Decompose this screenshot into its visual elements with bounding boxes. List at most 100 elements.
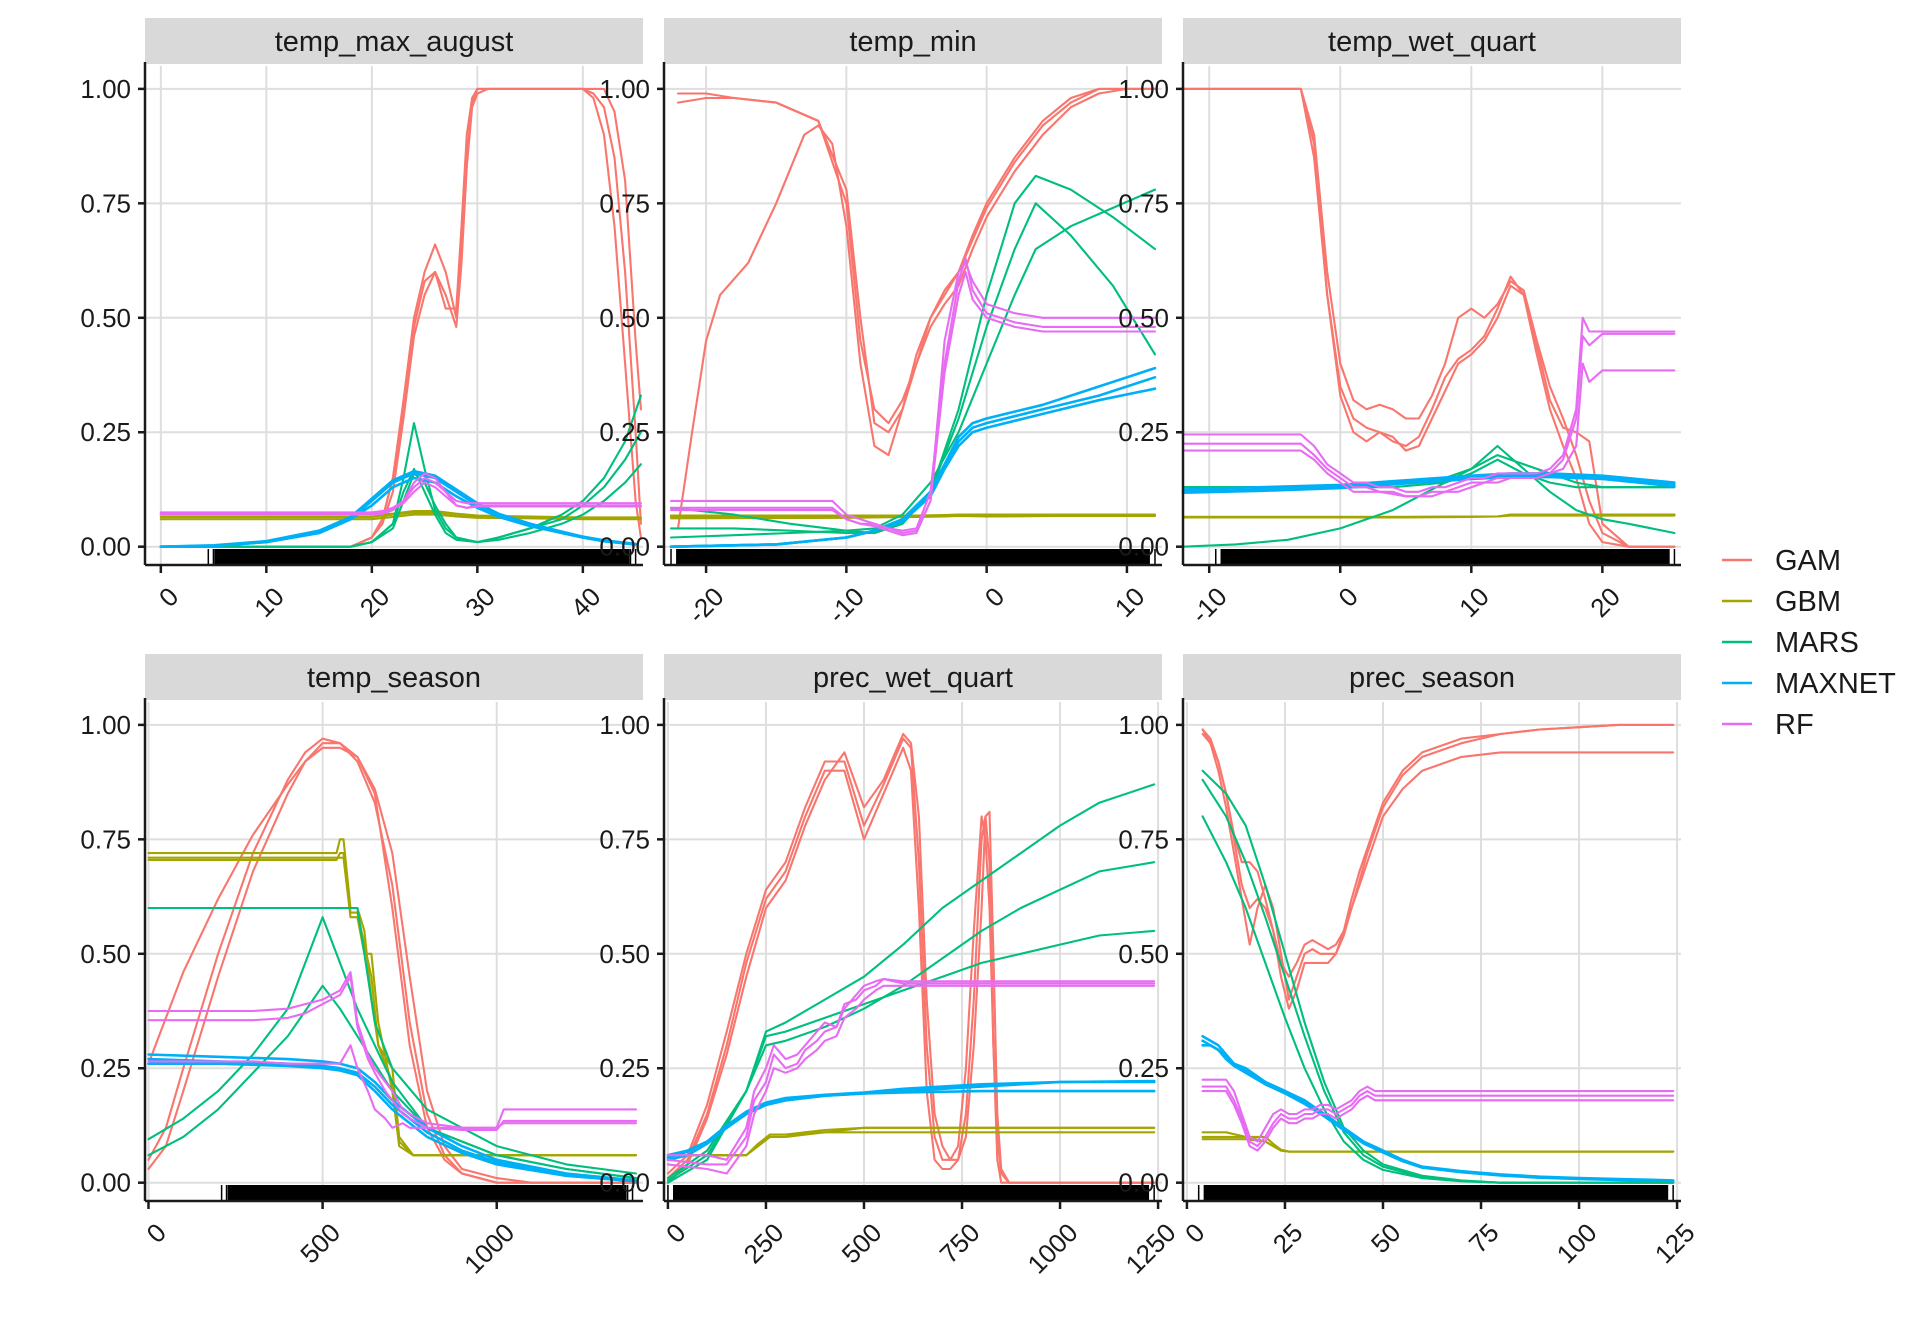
x-tick-label: 40 bbox=[565, 581, 607, 623]
panel-strip bbox=[145, 18, 643, 64]
series-line-maxnet bbox=[147, 1053, 638, 1182]
x-tick-label: 0 bbox=[979, 581, 1010, 612]
y-tick-label: 0.50 bbox=[80, 939, 131, 969]
series-line-maxnet bbox=[1181, 472, 1676, 491]
y-tick-label: 0.75 bbox=[599, 824, 650, 854]
series-line-rf bbox=[1181, 316, 1676, 493]
series-line-gam bbox=[666, 746, 1156, 1184]
series-line-rf bbox=[147, 1044, 638, 1129]
series-line-mars bbox=[159, 463, 642, 548]
y-tick-label: 0.50 bbox=[1118, 939, 1169, 969]
y-tick-label: 0.25 bbox=[80, 1053, 131, 1083]
y-tick-label: 0.50 bbox=[1118, 303, 1169, 333]
y-tick-label: 0.00 bbox=[80, 1168, 131, 1198]
series-line-maxnet bbox=[147, 1062, 638, 1183]
y-tick-label: 0.00 bbox=[1118, 532, 1169, 562]
series-line-maxnet bbox=[666, 1079, 1156, 1159]
series-line-gbm bbox=[1201, 1131, 1675, 1153]
series-line-rf bbox=[669, 261, 1157, 535]
series-line-rf bbox=[669, 257, 1157, 532]
y-tick-label: 0.25 bbox=[1118, 1053, 1169, 1083]
series-line-mars bbox=[669, 188, 1157, 539]
panel-title: temp_season bbox=[307, 662, 481, 694]
y-tick-label: 0.50 bbox=[80, 303, 131, 333]
series-line-maxnet bbox=[1201, 1044, 1675, 1183]
x-tick-label: 1000 bbox=[458, 1217, 520, 1279]
x-tick-label: 0 bbox=[660, 1217, 691, 1248]
panel-temp_season: temp_season 0.00 0.25 0.50 0.75 1.00 0 500 1000 bbox=[80, 654, 643, 1279]
series-line-mars bbox=[147, 984, 638, 1180]
x-tick-label: 100 bbox=[1551, 1217, 1603, 1269]
legend-label: MARS bbox=[1775, 627, 1859, 659]
y-tick-label: 0.00 bbox=[599, 1168, 650, 1198]
y-tick-label: 0.00 bbox=[1118, 1168, 1169, 1198]
y-tick-label: 0.25 bbox=[1118, 417, 1169, 447]
series-line-maxnet bbox=[1201, 1039, 1675, 1183]
rug-band bbox=[214, 549, 630, 565]
series-line-gam bbox=[159, 87, 642, 548]
y-tick-label: 1.00 bbox=[80, 74, 131, 104]
x-tick-label: 20 bbox=[1584, 581, 1626, 623]
legend-label: GAM bbox=[1775, 545, 1841, 577]
series-line-rf bbox=[666, 977, 1156, 1166]
x-tick-label: -20 bbox=[682, 581, 730, 629]
series-line-maxnet bbox=[669, 376, 1157, 548]
series-line-rf bbox=[159, 476, 642, 514]
x-tick-label: 20 bbox=[354, 581, 396, 623]
panel-strip bbox=[664, 18, 1162, 64]
series-line-gbm bbox=[666, 1131, 1156, 1157]
y-tick-label: 1.00 bbox=[1118, 74, 1169, 104]
series-line-rf bbox=[669, 270, 1157, 537]
series-line-gam bbox=[147, 737, 638, 1184]
legend-label: MAXNET bbox=[1775, 668, 1896, 700]
y-tick-label: 0.25 bbox=[599, 1053, 650, 1083]
x-tick-label: -10 bbox=[822, 581, 870, 629]
x-tick-label: 30 bbox=[459, 581, 501, 623]
panel-prec_wet_quart: prec_wet_quart 0.00 0.25 0.50 0.75 1.00 0 250 50… bbox=[599, 654, 1182, 1279]
series-line-mars bbox=[666, 929, 1156, 1180]
y-tick-label: 1.00 bbox=[599, 74, 650, 104]
x-tick-label: 1000 bbox=[1021, 1217, 1083, 1279]
series-line-maxnet bbox=[1201, 1034, 1675, 1182]
series-line-gam bbox=[147, 742, 638, 1184]
series-line-rf bbox=[1181, 362, 1676, 498]
y-tick-label: 0.00 bbox=[80, 532, 131, 562]
series-line-rf bbox=[666, 977, 1156, 1161]
panel-temp_wet_quart: temp_wet_quart 0.00 0.25 0.50 0.75 1.00 -10 0 10… bbox=[1118, 18, 1681, 629]
y-tick-label: 0.00 bbox=[599, 532, 650, 562]
legend-label: RF bbox=[1775, 709, 1814, 741]
y-tick-label: 0.75 bbox=[1118, 824, 1169, 854]
series-line-gam bbox=[1181, 87, 1676, 548]
series-line-mars bbox=[1181, 444, 1676, 548]
x-tick-label: 10 bbox=[1453, 581, 1495, 623]
series-line-mars bbox=[1201, 769, 1675, 1184]
x-tick-label: 250 bbox=[738, 1217, 790, 1269]
rug-band bbox=[677, 549, 1149, 565]
y-tick-label: 0.25 bbox=[599, 417, 650, 447]
rug-band bbox=[1221, 549, 1669, 565]
series-line-rf bbox=[666, 984, 1156, 1175]
x-tick-label: 0 bbox=[1179, 1217, 1210, 1248]
rug-band bbox=[1204, 1185, 1668, 1201]
y-tick-label: 0.75 bbox=[1118, 188, 1169, 218]
rug-band bbox=[227, 1185, 627, 1201]
panel-temp_min: temp_min 0.00 0.25 0.50 0.75 1.00 -20 -10 0 10 bbox=[599, 18, 1162, 629]
series-line-rf bbox=[159, 481, 642, 515]
x-tick-label: 25 bbox=[1267, 1217, 1309, 1259]
panel-title: prec_wet_quart bbox=[813, 662, 1013, 694]
series-line-rf bbox=[1201, 1090, 1675, 1152]
y-tick-label: 1.00 bbox=[1118, 710, 1169, 740]
series-line-gbm bbox=[159, 513, 642, 521]
rug-marks bbox=[1215, 549, 1676, 565]
y-tick-label: 0.75 bbox=[80, 188, 131, 218]
x-tick-label: 75 bbox=[1463, 1217, 1505, 1259]
series-line-rf bbox=[1201, 1085, 1675, 1148]
series-line-gam bbox=[666, 732, 1156, 1184]
series-line-gam bbox=[1201, 723, 1675, 1001]
series-line-gam bbox=[676, 87, 1157, 434]
series-line-gam bbox=[676, 87, 1157, 425]
series-line-gbm bbox=[1181, 514, 1676, 519]
y-tick-label: 0.50 bbox=[599, 303, 650, 333]
x-tick-label: 0 bbox=[1332, 581, 1363, 612]
